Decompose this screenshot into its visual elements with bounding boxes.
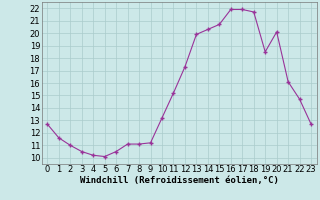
X-axis label: Windchill (Refroidissement éolien,°C): Windchill (Refroidissement éolien,°C) [80,176,279,185]
